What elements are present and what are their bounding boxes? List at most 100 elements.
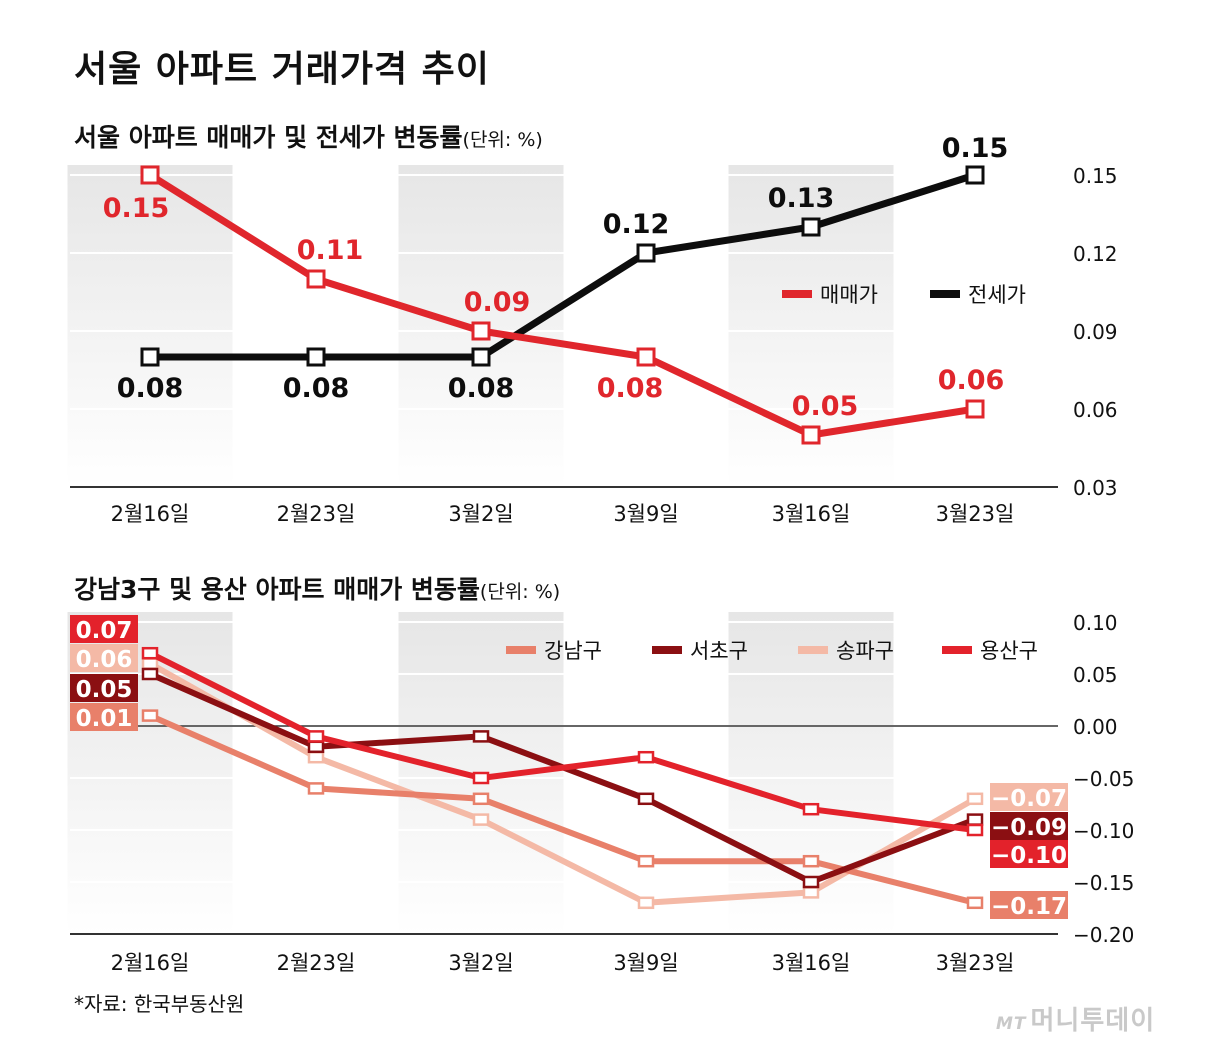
chart1-data-label: 0.08 — [597, 373, 664, 404]
chart2-ytick: 0.00 — [1073, 715, 1118, 739]
chart2-marker — [307, 750, 325, 764]
chart1-marker — [140, 165, 160, 185]
chart2-xtick: 3월9일 — [613, 951, 678, 975]
chart1-data-label: 0.08 — [117, 373, 184, 404]
chart1-xtick: 3월16일 — [772, 502, 851, 526]
chart2-marker — [966, 823, 984, 837]
chart2-start-label: 0.05 — [76, 677, 133, 703]
chart2-marker — [802, 802, 820, 816]
chart1-marker — [801, 217, 821, 237]
chart2-end-label: −0.07 — [991, 786, 1067, 812]
chart1-ytick: 0.03 — [1073, 476, 1118, 500]
chart1-legend-swatch — [782, 290, 812, 298]
chart2-start-label: 0.07 — [76, 618, 133, 644]
chart2-end-label-box — [990, 812, 1068, 840]
chart1-xtick: 3월2일 — [448, 502, 513, 526]
chart1-legend-label: 매매가 — [820, 283, 878, 307]
chart2-marker — [472, 813, 490, 826]
chart2-marker — [307, 782, 325, 795]
chart1-data-label: 0.15 — [942, 133, 1009, 164]
chart2-marker — [141, 657, 159, 670]
chart2-legend-label: 서초구 — [690, 639, 748, 663]
chart1-title: 서울 아파트 매매가 및 전세가 변동률(단위: %) — [74, 118, 543, 154]
chart2-marker — [637, 896, 655, 910]
chart2-end-label: −0.17 — [991, 894, 1067, 920]
chart1-data-label: 0.15 — [103, 193, 170, 224]
chart2-end-label: −0.10 — [991, 843, 1067, 869]
chart2-legend-label: 용산구 — [980, 639, 1038, 663]
chart2-start-label: 0.06 — [76, 647, 133, 673]
chart1-marker — [965, 165, 985, 185]
chart1-line-jeonse — [150, 171, 977, 361]
chart2-ytick: −0.15 — [1073, 871, 1134, 895]
chart1-band — [67, 165, 233, 487]
chart2-end-label-box — [990, 891, 1068, 919]
chart2-line-gangnam — [148, 712, 976, 906]
chart2-marker — [637, 854, 655, 868]
chart2-marker — [472, 730, 490, 743]
chart2-marker — [966, 792, 984, 806]
chart2-marker — [141, 667, 159, 681]
chart2-xtick: 2월16일 — [111, 951, 190, 975]
chart2-end-label: −0.09 — [991, 815, 1067, 841]
chart1-ytick: 0.09 — [1073, 320, 1118, 344]
chart1-xtick: 3월23일 — [936, 502, 1015, 526]
chart2-legend-swatch — [798, 646, 828, 654]
chart2-legend-swatch — [506, 646, 536, 654]
chart1-line-sale — [148, 172, 976, 439]
chart2-marker — [802, 886, 820, 899]
source-note: *자료: 한국부동산원 — [74, 992, 245, 1016]
chart2-ytick: 0.05 — [1073, 663, 1118, 687]
chart2-ytick: 0.10 — [1073, 611, 1118, 635]
chart1-ytick: 0.12 — [1073, 242, 1118, 266]
chart1-data-label: 0.12 — [603, 209, 670, 240]
chart2-start-label-box — [70, 644, 138, 672]
chart1-xtick: 2월23일 — [277, 502, 356, 526]
chart1-marker — [636, 243, 656, 263]
chart1-data-label: 0.09 — [464, 287, 531, 318]
chart2-xtick: 2월23일 — [277, 951, 356, 975]
chart1-marker — [636, 347, 656, 367]
chart2-xtick: 3월2일 — [448, 951, 513, 975]
chart2-start-label-box — [70, 615, 138, 643]
chart2-line-yongsan — [148, 650, 976, 833]
chart2-start-label: 0.01 — [76, 706, 133, 732]
chart1-marker — [801, 425, 821, 445]
chart2-marker — [472, 792, 490, 806]
chart2-start-label-box — [70, 703, 138, 731]
chart1-ytick: 0.06 — [1073, 398, 1118, 422]
chart1-data-label: 0.08 — [283, 373, 350, 404]
chart2-line-songpa — [148, 660, 977, 906]
chart2-legend-swatch — [942, 646, 972, 654]
chart2-marker — [637, 750, 655, 764]
chart2-title: 강남3구 및 용산 아파트 매매가 변동률(단위: %) — [74, 570, 560, 606]
chart1-data-label: 0.06 — [938, 365, 1005, 396]
chart1-marker — [306, 347, 326, 367]
chart2-ytick: −0.20 — [1073, 923, 1134, 947]
chart2-marker — [966, 813, 984, 826]
chart2-title-text: 강남3구 및 용산 아파트 매매가 변동률 — [74, 575, 480, 604]
chart2-marker — [802, 854, 820, 868]
chart1-marker — [965, 399, 985, 419]
chart2-ytick: −0.05 — [1073, 767, 1134, 791]
chart2-end-label-box — [990, 783, 1068, 811]
chart2-start-label-box — [70, 674, 138, 702]
chart2-marker — [141, 646, 159, 660]
chart2-marker — [141, 709, 159, 722]
chart1-title-text: 서울 아파트 매매가 및 전세가 변동률 — [74, 123, 463, 152]
chart1-marker — [471, 321, 491, 341]
chart1-ytick: 0.15 — [1073, 164, 1118, 188]
chart1-legend-swatch — [930, 290, 960, 298]
chart2-marker — [637, 792, 655, 806]
chart1-marker — [306, 269, 326, 289]
chart2-legend-swatch — [652, 646, 682, 654]
chart1-data-label: 0.13 — [768, 183, 835, 214]
chart2-legend-label: 강남구 — [544, 639, 602, 663]
brand-name: 머니투데이 — [1030, 1006, 1156, 1036]
chart2-xtick: 3월23일 — [936, 951, 1015, 975]
chart1-data-label: 0.11 — [297, 235, 364, 266]
chart1-xtick: 3월9일 — [613, 502, 678, 526]
brand-mark: MT — [996, 1014, 1027, 1034]
chart2-marker — [472, 771, 490, 785]
